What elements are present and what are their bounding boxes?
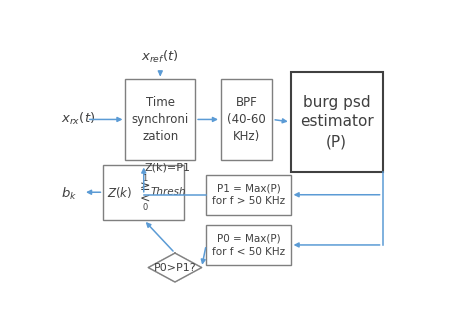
Text: $\geq$: $\geq$ [137,180,151,193]
Polygon shape [148,253,201,282]
Text: $x_{rx}(t)$: $x_{rx}(t)$ [61,111,95,127]
FancyBboxPatch shape [103,165,184,220]
Text: Time
synchroni
zation: Time synchroni zation [132,96,189,143]
Text: Z(k)=P1: Z(k)=P1 [145,162,191,172]
Text: $0$: $0$ [142,201,149,212]
FancyBboxPatch shape [206,225,291,265]
Text: $Z(k)$: $Z(k)$ [107,185,132,200]
Text: Thresh: Thresh [150,187,186,197]
Text: P1 = Max(P)
for f > 50 KHz: P1 = Max(P) for f > 50 KHz [212,183,285,206]
Text: BPF
(40-60
KHz): BPF (40-60 KHz) [227,96,266,143]
FancyBboxPatch shape [125,79,195,160]
Text: $x_{ref}(t)$: $x_{ref}(t)$ [141,49,179,66]
Text: $<$: $<$ [137,191,151,204]
Text: P0 = Max(P)
for f < 50 KHz: P0 = Max(P) for f < 50 KHz [212,233,285,257]
FancyBboxPatch shape [206,175,291,215]
FancyBboxPatch shape [221,79,272,160]
Text: burg psd
estimator
(P): burg psd estimator (P) [300,95,374,149]
FancyBboxPatch shape [291,72,383,172]
Text: P0>P1?: P0>P1? [154,262,196,273]
Text: $b_k$: $b_k$ [61,185,77,201]
Text: $1$: $1$ [142,172,149,183]
